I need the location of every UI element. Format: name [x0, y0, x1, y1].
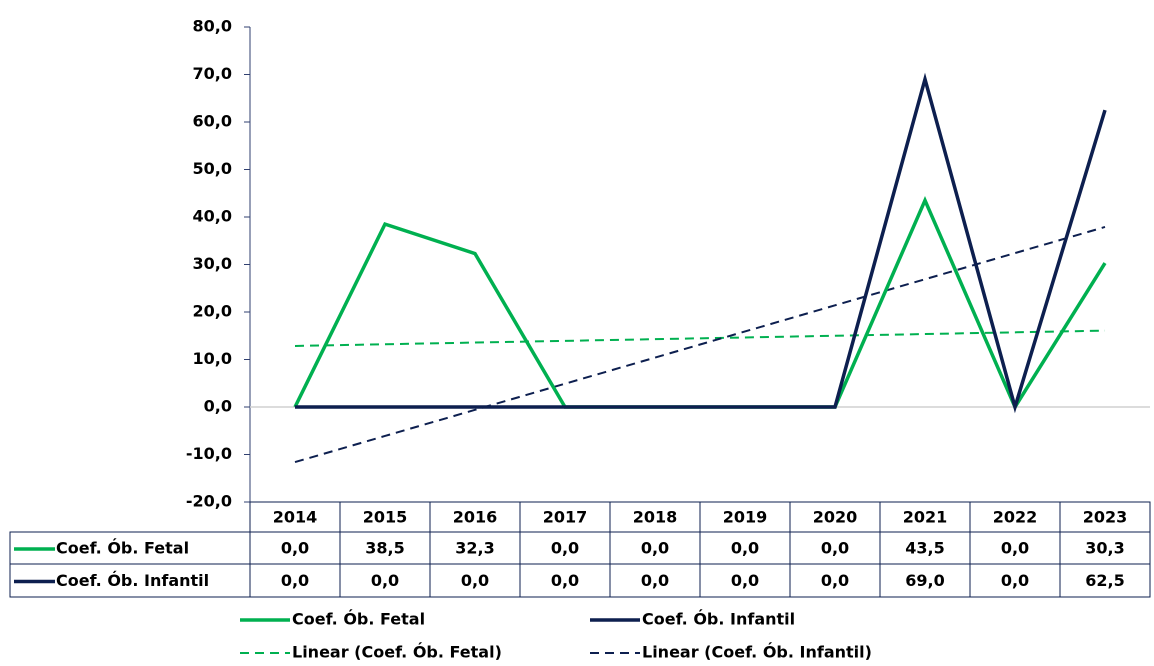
- x-tick-label: 2021: [903, 508, 948, 527]
- y-tick-label: 40,0: [193, 207, 232, 226]
- x-tick-label: 2022: [993, 508, 1038, 527]
- table-value: 0,0: [461, 571, 489, 590]
- x-tick-label: 2018: [633, 508, 678, 527]
- x-tick-label: 2016: [453, 508, 498, 527]
- y-tick-label: 80,0: [193, 17, 232, 36]
- trend-line: [294, 329, 1106, 347]
- table-value: 0,0: [731, 539, 759, 558]
- table-value: 0,0: [821, 539, 849, 558]
- table-value: 0,0: [281, 571, 309, 590]
- table-value: 0,0: [551, 571, 579, 590]
- table-value: 0,0: [551, 539, 579, 558]
- y-tick-label: 0,0: [204, 397, 232, 416]
- legend-label: Coef. Ób. Infantil: [642, 610, 795, 629]
- y-tick-label: 60,0: [193, 112, 232, 131]
- table-value: 0,0: [641, 571, 669, 590]
- series-line: [295, 72, 1107, 414]
- legend-label: Linear (Coef. Ób. Fetal): [292, 643, 502, 662]
- y-tick-label: 70,0: [193, 64, 232, 83]
- y-tick-label: 50,0: [193, 159, 232, 178]
- table-value: 0,0: [731, 571, 759, 590]
- trend-line: [294, 226, 1106, 464]
- y-tick-label: 10,0: [193, 349, 232, 368]
- table-value: 0,0: [1001, 571, 1029, 590]
- y-tick-label: 20,0: [193, 302, 232, 321]
- table-value: 0,0: [821, 571, 849, 590]
- legend-label: Linear (Coef. Ób. Infantil): [642, 643, 872, 662]
- table-value: 0,0: [1001, 539, 1029, 558]
- x-tick-label: 2014: [273, 508, 318, 527]
- table-value: 38,5: [365, 539, 404, 558]
- y-tick-label: 30,0: [193, 254, 232, 273]
- table-series-name: Coef. Ób. Infantil: [56, 571, 209, 590]
- x-tick-label: 2023: [1083, 508, 1128, 527]
- table-value: 0,0: [281, 539, 309, 558]
- table-value: 32,3: [455, 539, 494, 558]
- x-tick-label: 2019: [723, 508, 768, 527]
- x-tick-label: 2017: [543, 508, 588, 527]
- table-value: 30,3: [1085, 539, 1124, 558]
- table-value: 69,0: [905, 571, 944, 590]
- y-tick-label: -10,0: [186, 444, 232, 463]
- table-value: 0,0: [641, 539, 669, 558]
- table-value: 62,5: [1085, 571, 1124, 590]
- table-value: 0,0: [371, 571, 399, 590]
- table-value: 43,5: [905, 539, 944, 558]
- legend-label: Coef. Ób. Fetal: [292, 610, 425, 629]
- series-line: [293, 195, 1107, 411]
- x-tick-label: 2015: [363, 508, 408, 527]
- y-tick-label: -20,0: [186, 492, 232, 511]
- x-tick-label: 2020: [813, 508, 858, 527]
- table-series-name: Coef. Ób. Fetal: [56, 539, 189, 558]
